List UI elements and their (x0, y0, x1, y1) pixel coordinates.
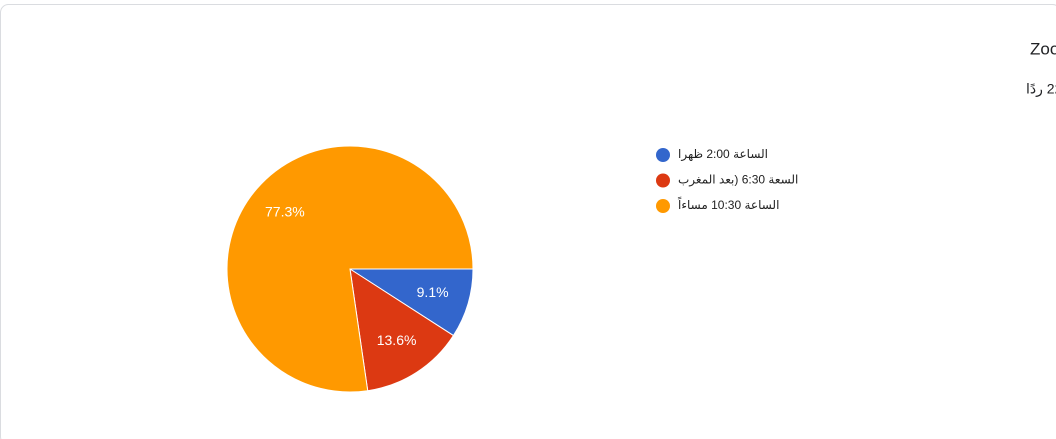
chart-title: اختر وقت التدريب المفضل على برنامج Zoom (1030, 39, 1056, 59)
pie-slice (349, 267, 455, 392)
slice-label: 9.1% (417, 284, 449, 300)
legend-marker (656, 148, 670, 162)
legend-marker (656, 173, 670, 188)
legend-label: السعة 6:30 (بعد المغرب (678, 173, 798, 188)
card (0, 4, 1056, 439)
legend-label: الساعة 10:30 مساءاً (678, 197, 780, 213)
chart-subtitle: 22 ردًا (1026, 81, 1056, 98)
pie-slice (226, 145, 474, 393)
slice-label: 13.6% (377, 332, 417, 348)
legend-label: الساعة 2:00 ظهرا (678, 147, 768, 162)
slice-label: 77.3% (265, 203, 305, 219)
legend-marker (656, 199, 670, 213)
